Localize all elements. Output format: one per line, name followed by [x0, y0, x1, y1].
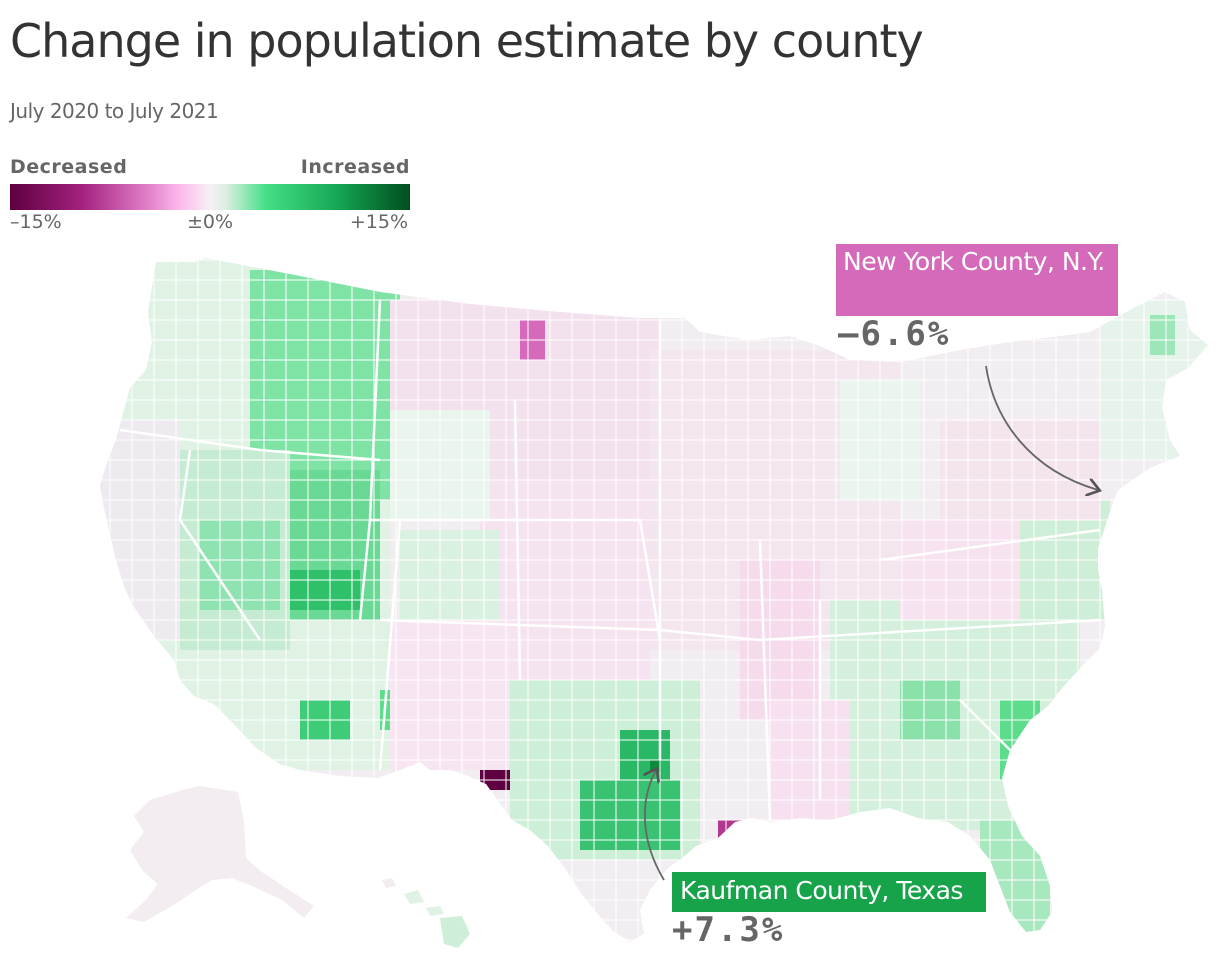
legend-mid-tick: ±0% [186, 211, 234, 233]
ny-callout-value: –6.6% [838, 314, 951, 354]
legend-color-scale [10, 184, 410, 210]
chart-title: Change in population estimate by county [10, 14, 924, 68]
state-borders [119, 299, 1101, 821]
ny-callout-name: New York County, N.Y. [843, 247, 1105, 276]
chart-subtitle: July 2020 to July 2021 [10, 99, 219, 123]
legend-increased-label: Increased [300, 156, 410, 178]
legend-decreased-label: Decreased [10, 156, 128, 178]
lower-48-shape [100, 258, 1208, 942]
alaska-shape [126, 786, 314, 922]
tx-callout-name: Kaufman County, Texas [680, 876, 963, 905]
hawaii-shape [382, 878, 470, 948]
legend-max-tick: +15% [349, 211, 408, 233]
tx-callout-arrow [645, 770, 665, 881]
legend-min-tick: –15% [10, 211, 62, 233]
county-boundaries [100, 258, 1208, 942]
ny-callout-box [836, 244, 1118, 316]
color-legend: Decreased Increased –15% ±0% +15% [10, 156, 410, 240]
ny-callout-arrow [985, 365, 1098, 490]
tx-callout-value: +7.3% [672, 910, 785, 950]
tx-callout-box [672, 872, 986, 912]
